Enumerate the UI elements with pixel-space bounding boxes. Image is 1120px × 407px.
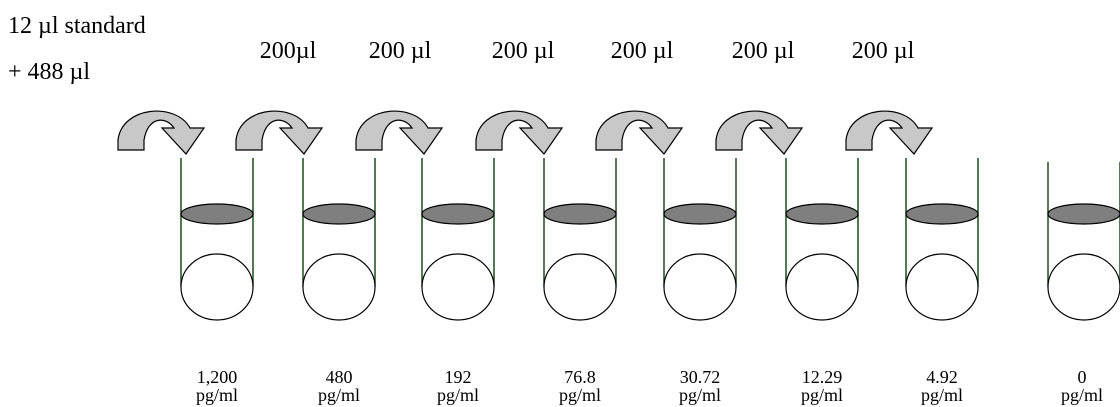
- tube-concentration-2: 480 pg/ml: [284, 368, 394, 404]
- liquid-surface: [180, 203, 254, 225]
- tube-value-2: 480: [325, 367, 353, 387]
- tube-5: [663, 158, 737, 321]
- tube-unit-3: pg/ml: [436, 385, 479, 405]
- tube-concentration-6: 12.29 pg/ml: [767, 368, 877, 404]
- tube-value-4: 76.8: [564, 367, 596, 387]
- transfer-arrow-5: [595, 110, 684, 155]
- tube-value-3: 192: [444, 367, 472, 387]
- tube-value-8: 0: [1077, 367, 1087, 387]
- tube-unit-2: pg/ml: [317, 385, 360, 405]
- tube-value-1: 1,200: [196, 367, 238, 387]
- tube-6: [785, 158, 859, 321]
- tube-unit-4: pg/ml: [558, 385, 601, 405]
- tube-1: [180, 158, 254, 321]
- tube-bottom: [1047, 253, 1120, 321]
- tube-bottom: [421, 253, 495, 321]
- tube-unit-8: pg/ml: [1060, 385, 1103, 405]
- transfer-volume-5: 200 µl: [731, 38, 795, 64]
- start-label-line-1: 12 µl standard: [8, 13, 146, 39]
- liquid-surface: [543, 203, 617, 225]
- tube-bottom: [180, 253, 254, 321]
- tube-4: [543, 158, 617, 321]
- liquid-surface: [785, 203, 859, 225]
- tube-bottom: [663, 253, 737, 321]
- transfer-volume-4: 200 µl: [610, 38, 674, 64]
- liquid-surface: [421, 203, 495, 225]
- tube-concentration-4: 76.8 pg/ml: [525, 368, 635, 404]
- transfer-arrow-1: [117, 110, 206, 155]
- transfer-arrow-4: [475, 110, 564, 155]
- tube-2: [302, 158, 376, 321]
- liquid-surface: [905, 203, 979, 225]
- liquid-surface: [663, 203, 737, 225]
- tube-value-6: 12.29: [801, 367, 843, 387]
- tube-8: [1047, 162, 1120, 321]
- tube-concentration-8: 0 pg/ml: [1027, 368, 1120, 404]
- tube-concentration-5: 30.72 pg/ml: [645, 368, 755, 404]
- tube-unit-1: pg/ml: [195, 385, 238, 405]
- tube-3: [421, 158, 495, 321]
- transfer-arrow-7: [845, 110, 934, 155]
- transfer-arrow-3: [355, 110, 444, 155]
- tube-concentration-7: 4.92 pg/ml: [887, 368, 997, 404]
- tube-unit-6: pg/ml: [800, 385, 843, 405]
- tube-value-5: 30.72: [679, 367, 721, 387]
- liquid-surface: [1047, 203, 1120, 225]
- transfer-volume-2: 200 µl: [368, 38, 432, 64]
- tube-unit-5: pg/ml: [678, 385, 721, 405]
- tube-value-7: 4.92: [926, 367, 958, 387]
- tube-concentration-1: 1,200 pg/ml: [162, 368, 272, 404]
- tube-bottom: [905, 253, 979, 321]
- liquid-surface: [302, 203, 376, 225]
- transfer-arrow-6: [715, 110, 804, 155]
- tube-bottom: [543, 253, 617, 321]
- transfer-arrow-2: [235, 110, 324, 155]
- start-label-line-2: + 488 µl: [8, 59, 91, 85]
- tube-7: [905, 158, 979, 321]
- transfer-volume-3: 200 µl: [491, 38, 555, 64]
- tube-bottom: [302, 253, 376, 321]
- tube-bottom: [785, 253, 859, 321]
- transfer-volume-1: 200µl: [259, 38, 317, 64]
- transfer-volume-6: 200 µl: [851, 38, 915, 64]
- tube-concentration-3: 192 pg/ml: [403, 368, 513, 404]
- tube-unit-7: pg/ml: [920, 385, 963, 405]
